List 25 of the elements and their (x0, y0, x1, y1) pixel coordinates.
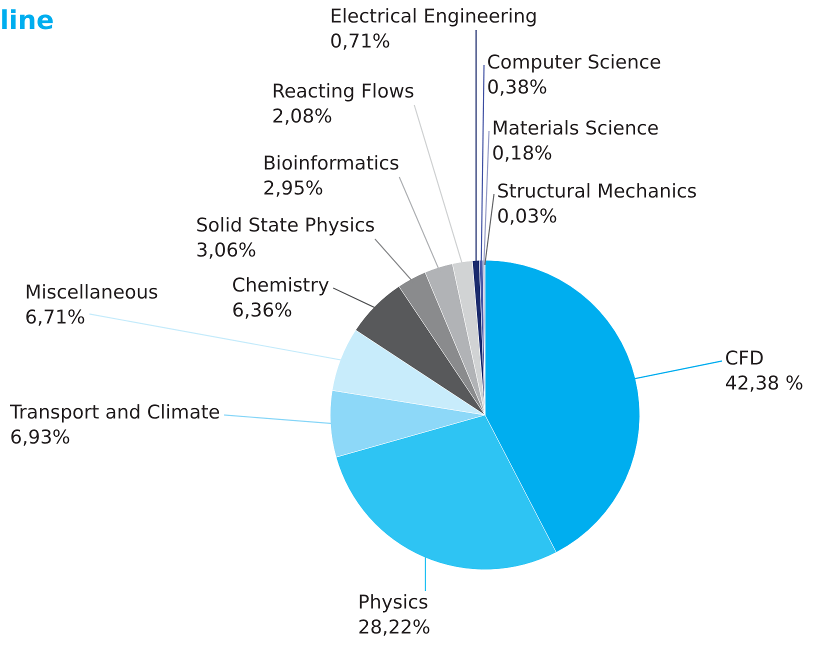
data-label: 6,71% (25, 306, 86, 328)
data-label: 2,95% (263, 177, 324, 200)
slice-label: Transport and Climate (9, 401, 220, 424)
slice-label: Materials Science (492, 117, 659, 140)
chart-title: line (0, 6, 54, 36)
data-label: 6,36% (232, 299, 292, 322)
slice-label: Structural Mechanics (497, 180, 697, 202)
slice-label: Reacting Flows (272, 80, 414, 102)
slice-label: CFD (725, 347, 764, 370)
slice-label: Physics (358, 591, 428, 614)
data-label: 28,22% (358, 616, 430, 638)
data-label: 0,38% (487, 76, 548, 98)
data-label: 0,71% (330, 30, 390, 52)
slice-label: Solid State Physics (196, 214, 375, 236)
slice-label: Electrical Engineering (330, 5, 538, 28)
slice-label: Miscellaneous (25, 281, 158, 304)
data-label: 6,93% (10, 426, 70, 448)
data-label: 0,03% (497, 205, 558, 228)
data-label: 42,38 % (725, 372, 804, 394)
slice-label: Bioinformatics (263, 152, 400, 174)
data-label: 3,06% (196, 239, 256, 262)
data-label: 0,18% (492, 142, 552, 164)
slice-label: Chemistry (232, 274, 330, 296)
data-label: 2,08% (272, 105, 332, 128)
slice-label: Computer Science (487, 51, 662, 74)
